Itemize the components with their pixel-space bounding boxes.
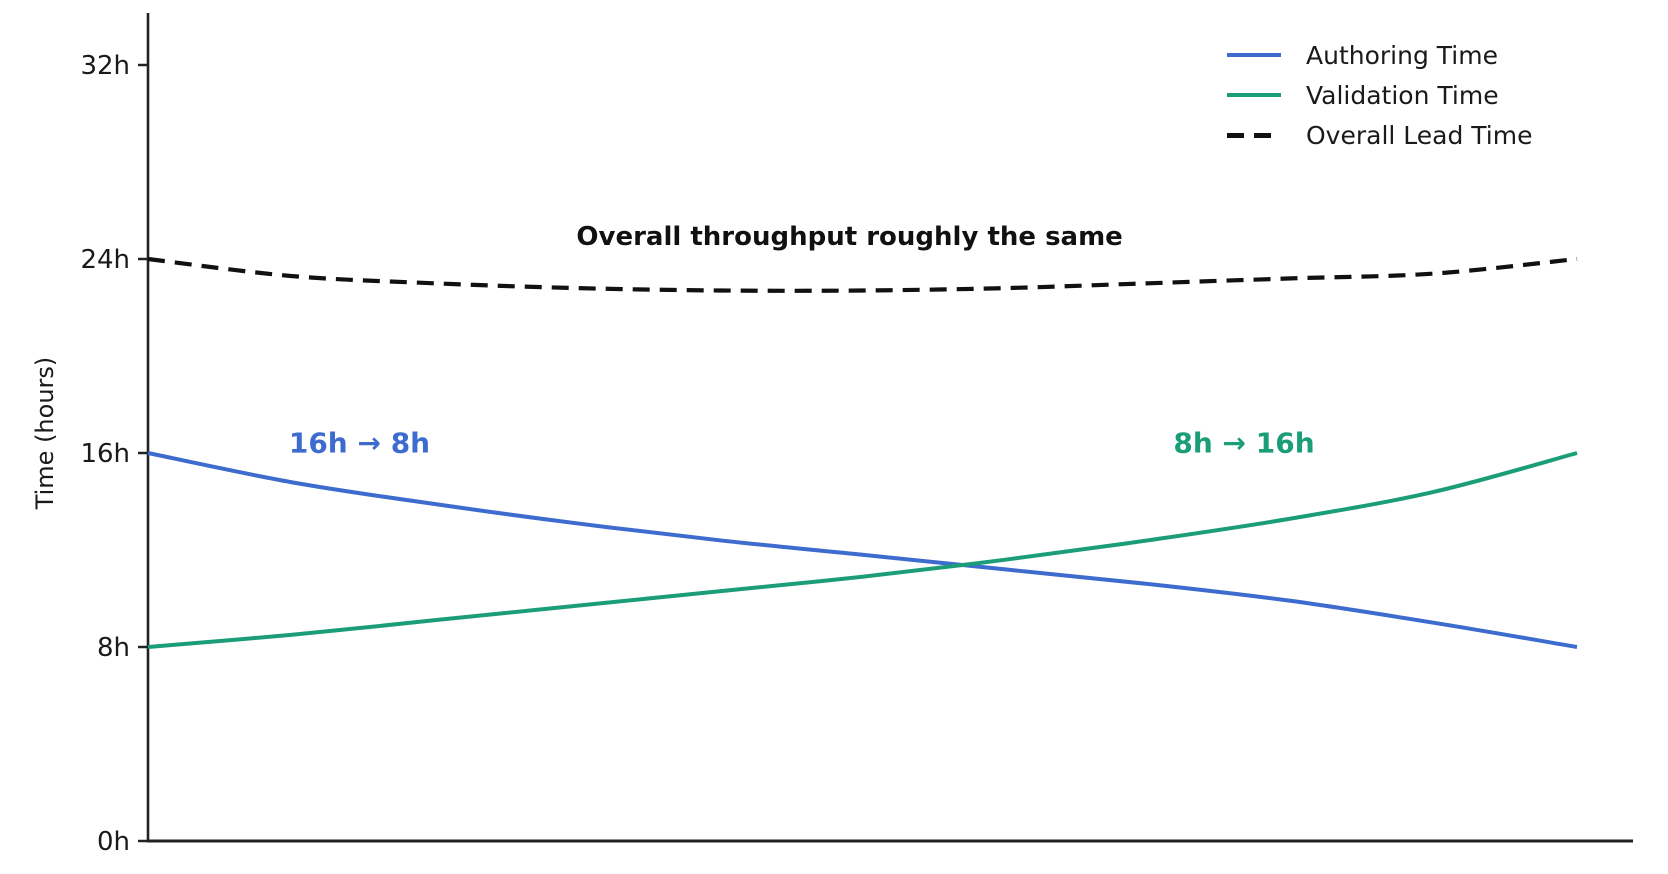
legend-item-authoring: Authoring Time	[1227, 35, 1532, 75]
y-tick-label: 24h	[80, 245, 130, 275]
overall-lead-line	[147, 256, 1578, 293]
legend-item-overall: Overall Lead Time	[1227, 115, 1532, 155]
annotation-validation-change: 8h → 16h	[1173, 426, 1315, 460]
legend-label-validation: Validation Time	[1306, 80, 1499, 110]
annotation-overall-throughput: Overall throughput roughly the same	[576, 222, 1123, 253]
legend-swatch-authoring-line	[1227, 53, 1281, 57]
annotation-authoring-change: 16h → 8h	[288, 426, 431, 460]
authoring-line	[147, 451, 1578, 649]
validation-line	[147, 451, 1578, 649]
legend-item-validation: Validation Time	[1227, 75, 1532, 115]
y-tick-label: 0h	[97, 827, 130, 857]
legend-swatch-overall-dashed-line	[1227, 132, 1281, 138]
y-axis-label: Time (hours)	[31, 356, 59, 510]
y-tick-label: 16h	[80, 439, 130, 469]
legend: Authoring Time Validation Time Overall L…	[1227, 35, 1532, 155]
y-tick-label: 8h	[97, 633, 130, 663]
legend-label-overall: Overall Lead Time	[1306, 120, 1533, 150]
y-tick-label: 32h	[80, 51, 130, 81]
legend-label-authoring: Authoring Time	[1306, 40, 1498, 70]
legend-swatch-validation-line	[1227, 93, 1281, 97]
